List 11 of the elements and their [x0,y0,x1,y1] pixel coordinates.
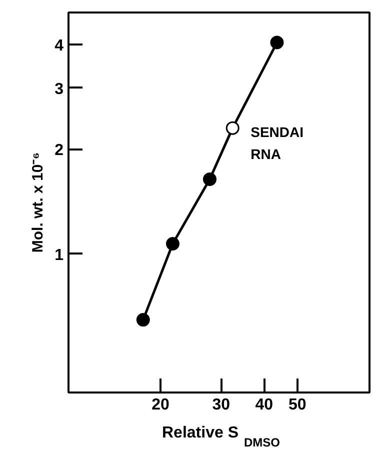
y-tick-label: 3 [54,80,64,98]
y-axis-title: Mol. wt. x 10⁻⁶ [30,152,47,253]
y-tick-label: 4 [54,37,64,54]
x-tick-label: 30 [212,396,230,414]
x-axis-title: Relative SDMSO [162,424,280,450]
annotation: SENDAI RNA [250,124,304,162]
x-tick-label: 50 [288,396,306,414]
y-tick-label: 2 [54,142,64,160]
y-tick-label: 1 [54,246,64,264]
x-tick-label: 40 [255,396,274,414]
x-tick-label: 20 [152,396,170,414]
